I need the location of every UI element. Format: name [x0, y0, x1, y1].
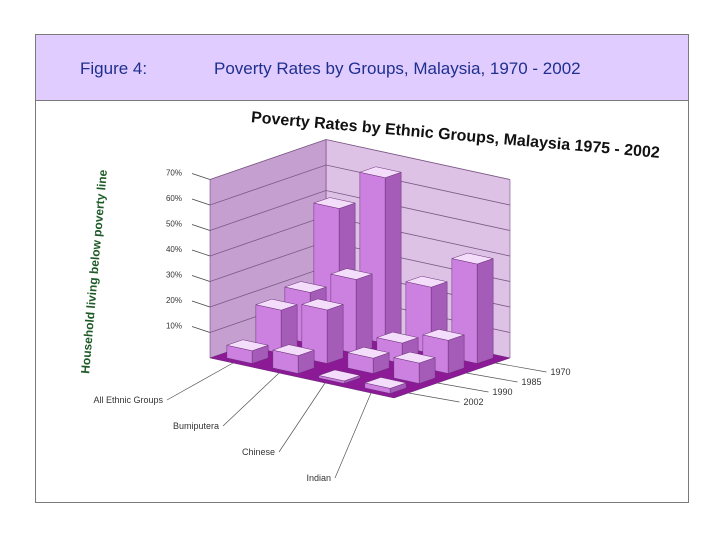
series-label: 1990	[493, 387, 513, 397]
bar	[363, 377, 408, 394]
bar-top-face	[300, 298, 345, 311]
bar-side-face	[476, 258, 494, 364]
bar	[346, 346, 391, 374]
category-leader-line	[222, 372, 280, 427]
y-tick-label: 60%	[166, 194, 182, 203]
figure-header: Figure 4: Poverty Rates by Groups, Malay…	[36, 35, 688, 101]
y-tick-mark	[191, 275, 211, 282]
bar-side-face	[355, 273, 373, 354]
category-leader-line	[334, 392, 372, 479]
series-leader-line	[408, 392, 460, 403]
y-tick-mark	[191, 198, 211, 206]
bar	[271, 344, 316, 374]
series-leader-line	[466, 372, 518, 383]
figure-label: Figure 4:	[80, 59, 148, 78]
series-leader-line	[437, 382, 489, 393]
chart-bars	[225, 166, 495, 394]
bar-top-face	[404, 275, 449, 288]
chart-labels: 10% 20% 30% 40% 50% 60% 70% 1970 1985 1990 2002 All…	[93, 169, 570, 484]
y-tick-mark	[191, 326, 211, 333]
bar	[317, 369, 362, 384]
category-leader-line	[278, 382, 326, 453]
y-tick-mark	[191, 224, 211, 231]
category-label: All Ethnic Groups	[93, 395, 163, 405]
bar-top-face	[363, 377, 408, 389]
gridline	[209, 164, 511, 206]
bar-top-face	[392, 351, 437, 364]
bar-top-face	[225, 339, 270, 352]
y-tick-label: 30%	[166, 271, 182, 280]
y-axis-label: Household living below poverty line	[78, 169, 110, 374]
series-label: 2002	[464, 397, 484, 407]
y-tick-label: 20%	[166, 296, 182, 305]
bar-side-face	[326, 304, 344, 364]
figure-frame: Figure 4: Poverty Rates by Groups, Malay…	[35, 34, 689, 503]
bar-top-face	[312, 197, 357, 209]
bar-top-face	[421, 329, 466, 341]
bar-top-face	[358, 166, 403, 179]
series-label: 1970	[551, 367, 571, 377]
gridline	[209, 190, 511, 231]
gridline	[209, 139, 511, 180]
bar-top-face	[317, 369, 362, 382]
y-tick-label: 10%	[166, 322, 182, 331]
bar	[300, 298, 345, 364]
bar	[225, 339, 270, 364]
bar-side-face	[447, 334, 465, 374]
y-tick-mark	[191, 300, 211, 308]
category-label: Chinese	[242, 447, 275, 457]
bar-top-face	[254, 298, 299, 311]
y-tick-label: 70%	[166, 169, 182, 178]
category-label: Bumiputera	[173, 421, 219, 431]
bar-top-face	[271, 344, 316, 356]
bar-top-face	[346, 346, 391, 359]
bar	[254, 298, 299, 354]
bar-top-face	[450, 252, 495, 265]
y-tick-label: 50%	[166, 220, 182, 229]
bar-side-face	[384, 171, 402, 344]
figure-title: Poverty Rates by Groups, Malaysia, 1970 …	[214, 59, 581, 78]
series-label: 1985	[522, 377, 542, 387]
bar	[392, 351, 437, 384]
bar-top-face	[375, 331, 420, 344]
category-label: Indian	[306, 473, 331, 483]
y-tick-label: 40%	[166, 245, 182, 254]
category-leader-line	[166, 362, 234, 401]
series-leader-line	[495, 362, 547, 373]
y-tick-mark	[191, 173, 211, 180]
bar-top-face	[329, 268, 374, 280]
bar-top-face	[283, 281, 328, 293]
y-tick-mark	[191, 249, 211, 257]
